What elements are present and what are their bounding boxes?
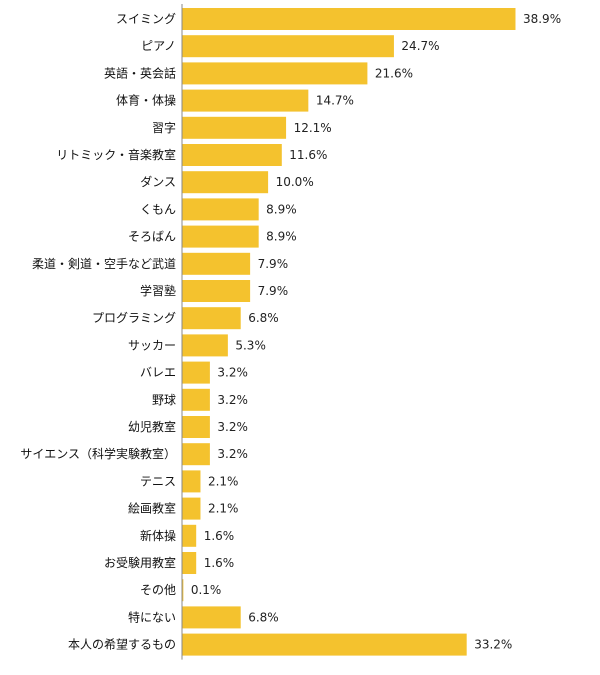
category-label: スイミング xyxy=(116,12,176,26)
category-label: 柔道・剣道・空手など武道 xyxy=(32,257,176,271)
bar xyxy=(182,552,197,574)
category-label: サイエンス（科学実験教室） xyxy=(20,446,176,461)
category-label: 野球 xyxy=(152,393,176,407)
bar xyxy=(182,280,251,302)
bar xyxy=(182,388,210,411)
bar xyxy=(182,470,201,493)
bar xyxy=(182,144,282,166)
bar xyxy=(182,361,210,384)
value-label: 6.8% xyxy=(248,610,279,624)
value-label: 24.7% xyxy=(401,39,439,53)
category-label: 本人の希望するもの xyxy=(68,637,176,652)
bar xyxy=(182,116,287,139)
category-label: 特にない xyxy=(128,609,176,624)
bar xyxy=(182,198,259,221)
value-label: 3.2% xyxy=(217,420,248,434)
category-label: 学習塾 xyxy=(140,283,176,298)
category-label: プログラミング xyxy=(92,311,176,325)
value-label: 7.9% xyxy=(258,284,289,298)
category-label: ピアノ xyxy=(141,39,176,53)
value-label: 21.6% xyxy=(375,66,413,80)
value-label: 5.3% xyxy=(235,338,265,352)
category-label: 体育・体操 xyxy=(116,93,176,108)
category-labels-group: スイミングピアノ英語・英会話体育・体操習字リトミック・音楽教室ダンスくもんそろば… xyxy=(20,12,176,652)
value-label: 14.7% xyxy=(316,94,354,108)
category-label: リトミック・音楽教室 xyxy=(56,147,176,162)
bar xyxy=(182,334,228,357)
value-label: 8.9% xyxy=(266,230,297,244)
value-label: 3.2% xyxy=(217,447,248,461)
bar xyxy=(182,35,394,58)
bar xyxy=(182,89,309,112)
bar xyxy=(182,443,210,466)
category-label: バレエ xyxy=(140,366,176,380)
value-label: 12.1% xyxy=(294,121,332,135)
category-label: そろばん xyxy=(128,230,176,244)
value-label: 7.9% xyxy=(258,257,289,271)
value-labels-group: 38.9% 24.7% 21.6% 14.7% 12.1% 11.6% 10.0% 8.9% 8… xyxy=(191,12,561,652)
category-label: 幼児教室 xyxy=(128,419,176,434)
value-label: 11.6% xyxy=(289,148,327,162)
bar xyxy=(182,225,259,248)
category-label: サッカー xyxy=(128,338,176,352)
value-label: 2.1% xyxy=(208,474,239,488)
bar xyxy=(182,497,201,520)
value-label: 1.6% xyxy=(204,529,235,543)
bar xyxy=(182,8,516,30)
value-label: 1.6% xyxy=(204,556,235,570)
category-label: その他 xyxy=(140,583,176,597)
category-label: 新体操 xyxy=(140,528,176,543)
value-label: 10.0% xyxy=(276,175,314,189)
value-label: 38.9% xyxy=(523,12,561,26)
category-label: お受験用教室 xyxy=(104,555,176,570)
bar xyxy=(182,307,241,330)
value-label: 3.2% xyxy=(217,393,248,407)
bar xyxy=(182,633,467,656)
bars-group xyxy=(182,8,516,656)
value-label: 8.9% xyxy=(266,202,297,216)
bar xyxy=(182,252,251,275)
bar xyxy=(182,579,184,602)
category-label: 絵画教室 xyxy=(128,501,176,516)
category-label: くもん xyxy=(140,202,176,216)
category-label: ダンス xyxy=(140,174,176,189)
value-label: 0.1% xyxy=(191,583,222,597)
value-label: 2.1% xyxy=(208,502,239,516)
bar xyxy=(182,524,197,547)
bar xyxy=(182,606,241,629)
value-label: 33.2% xyxy=(474,638,512,652)
bar xyxy=(182,62,368,85)
category-label: 習字 xyxy=(152,120,176,135)
category-label: 英語・英会話 xyxy=(104,65,176,80)
bar xyxy=(182,416,210,438)
bar xyxy=(182,171,269,194)
category-label: テニス xyxy=(140,474,176,488)
value-label: 6.8% xyxy=(248,311,279,325)
value-label: 3.2% xyxy=(217,366,248,380)
